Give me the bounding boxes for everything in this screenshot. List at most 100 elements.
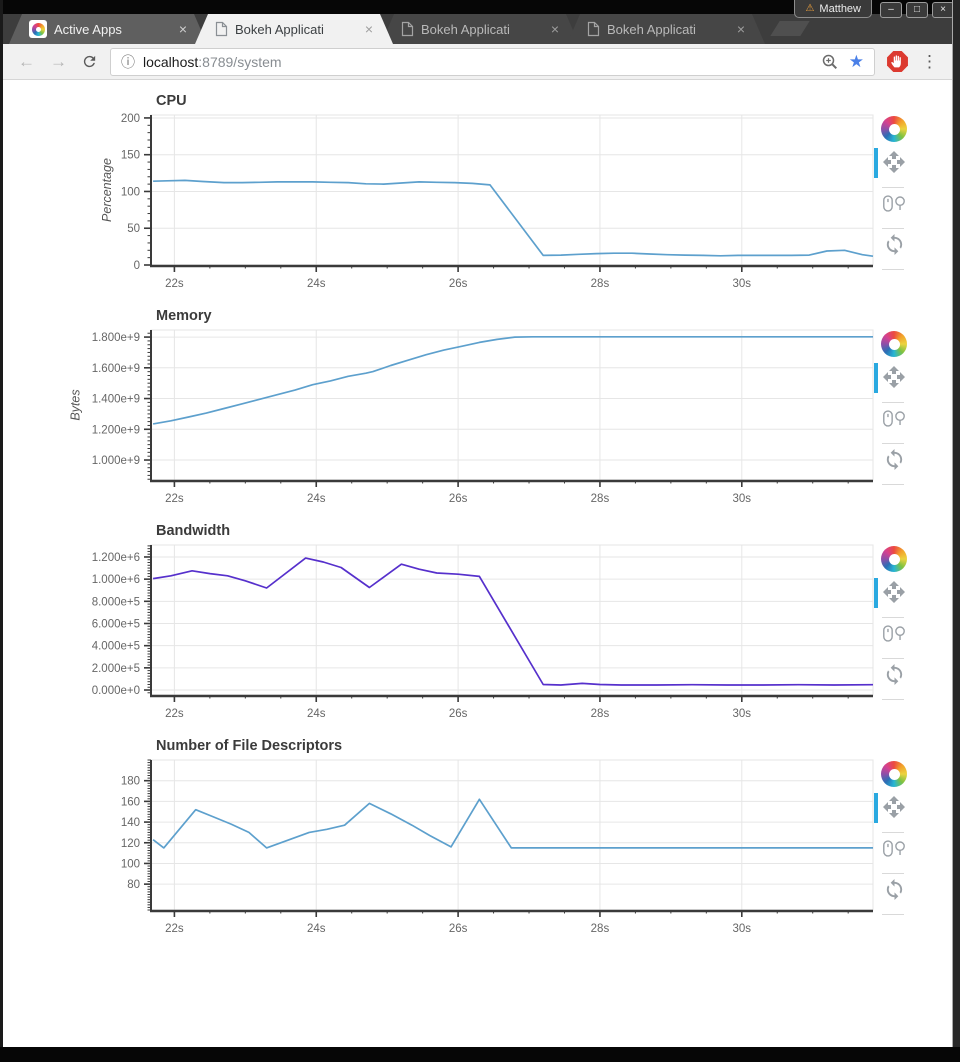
pan-tool-button[interactable] [874, 793, 907, 823]
x-tick-label: 24s [307, 278, 326, 290]
refresh-icon[interactable] [81, 53, 98, 70]
bandwidth-chart[interactable]: 0.000e+0 2.000e+5 4.000e+5 6.000e+5 8.000e+5… [3, 515, 949, 723]
profile-button[interactable]: ⚠ Matthew [794, 0, 872, 18]
plot-frame [150, 759, 874, 911]
reset-tool-button[interactable] [881, 878, 907, 901]
y-tick-label: 1.800e+9 [92, 332, 140, 344]
bokeh-page: 0 50 100 150 200 22s 24s 26s 28s 30s CPU Percentage [3, 80, 952, 1047]
bokeh-logo[interactable] [881, 331, 907, 357]
y-tick-label: 0 [134, 260, 140, 272]
x-tick-label: 26s [449, 493, 468, 505]
tab-active-apps[interactable]: Active Apps × [9, 14, 207, 44]
tab-bokeh-application-3[interactable]: Bokeh Applicati × [567, 14, 765, 44]
adblock-extension-icon[interactable] [886, 50, 909, 73]
bokeh-logo[interactable] [881, 116, 907, 142]
minimize-button[interactable]: – [880, 2, 902, 18]
zoom-icon[interactable] [821, 53, 839, 71]
tab-bokeh-application-2[interactable]: Bokeh Applicati × [381, 14, 579, 44]
close-button[interactable]: × [932, 2, 954, 18]
menu-icon[interactable]: ⋮ [921, 51, 938, 71]
y-tick-label: 8.000e+5 [92, 596, 140, 608]
wheel-zoom-tool-button[interactable] [881, 193, 907, 214]
pan-icon [883, 796, 905, 818]
url-host: localhost [143, 53, 199, 70]
wheel-zoom-tool-button[interactable] [881, 408, 907, 429]
wheel-zoom-icon [883, 195, 905, 212]
pan-tool-button[interactable] [874, 363, 907, 393]
x-tick-label: 22s [165, 493, 184, 505]
x-tick-label: 28s [591, 493, 610, 505]
pan-tool-button[interactable] [874, 148, 907, 178]
tab-close-icon[interactable]: × [736, 21, 745, 37]
chart-title: Memory [156, 308, 212, 324]
chart-title: CPU [156, 93, 187, 109]
x-tick-label: 28s [591, 278, 610, 290]
forward-icon[interactable]: → [50, 51, 67, 71]
reset-icon [886, 878, 902, 901]
y-tick-label: 180 [121, 776, 140, 788]
y-tick-label: 4.000e+5 [92, 641, 140, 653]
x-tick-label: 26s [449, 923, 468, 935]
navigation-toolbar: ← → ⓘ localhost:8789/system ★ [3, 44, 952, 80]
y-tick-label: 50 [127, 223, 140, 235]
x-tick-label: 22s [165, 278, 184, 290]
wheel-zoom-tool-button[interactable] [881, 838, 907, 859]
y-tick-label: 120 [121, 838, 140, 850]
bookmark-star-icon[interactable]: ★ [848, 52, 864, 71]
toolbar-separator [882, 699, 904, 700]
bandwidth-chart-row: 0.000e+0 2.000e+5 4.000e+5 6.000e+5 8.000e+5… [3, 515, 949, 723]
file-descriptors-line [152, 798, 873, 849]
wheel-zoom-icon [883, 840, 905, 857]
info-icon[interactable]: ⓘ [121, 53, 135, 70]
maximize-button[interactable]: □ [906, 2, 928, 18]
pan-tool-button[interactable] [874, 578, 907, 608]
tab-label: Bokeh Applicati [421, 21, 510, 37]
memory-line [152, 335, 873, 425]
chart-title: Number of File Descriptors [156, 738, 342, 754]
back-icon[interactable]: ← [18, 51, 35, 71]
toolbar-separator [882, 443, 904, 444]
toolbar-separator [882, 873, 904, 874]
address-bar[interactable]: ⓘ localhost:8789/system ★ [110, 47, 875, 76]
bokeh-logo[interactable] [881, 761, 907, 787]
tab-close-icon[interactable]: × [550, 21, 559, 37]
y-axis-label: Bytes [69, 389, 83, 420]
tab-close-icon[interactable]: × [178, 21, 187, 37]
tab-label: Bokeh Applicati [235, 21, 324, 37]
toolbar-separator [882, 484, 904, 485]
y-tick-label: 1.000e+9 [92, 455, 140, 467]
file-descriptors-chart[interactable]: 80 100 120 140 160 180 22s 24s 26s 28s 30s Number o… [3, 730, 949, 938]
memory-chart[interactable]: 1.000e+9 1.200e+9 1.400e+9 1.600e+9 1.800e+9… [3, 300, 949, 508]
y-tick-label: 6.000e+5 [92, 618, 140, 630]
y-tick-label: 150 [121, 150, 140, 162]
cpu-line [153, 179, 874, 258]
warning-icon: ⚠ [805, 2, 815, 14]
x-tick-label: 26s [449, 278, 468, 290]
tab-bokeh-application-1[interactable]: Bokeh Applicati × [195, 14, 393, 44]
reset-tool-button[interactable] [881, 233, 907, 256]
cpu-chart[interactable]: 0 50 100 150 200 22s 24s 26s 28s 30s CPU Percentage [3, 85, 949, 293]
x-tick-label: 30s [733, 923, 752, 935]
x-tick-label: 26s [449, 708, 468, 720]
active-tool-indicator [874, 148, 878, 178]
bokeh-logo[interactable] [881, 546, 907, 572]
tab-label: Active Apps [54, 21, 122, 37]
active-tool-indicator [874, 363, 878, 393]
bandwidth-line [152, 557, 874, 686]
y-tick-label: 200 [121, 113, 140, 125]
pan-icon [883, 151, 905, 173]
reset-tool-button[interactable] [881, 663, 907, 686]
reset-tool-button[interactable] [881, 448, 907, 471]
profile-label: Matthew [819, 2, 861, 15]
new-tab-button[interactable] [770, 21, 810, 36]
y-tick-label: 140 [121, 817, 140, 829]
tab-label: Bokeh Applicati [607, 21, 696, 37]
x-tick-label: 24s [307, 708, 326, 720]
x-tick-label: 30s [733, 278, 752, 290]
wheel-zoom-tool-button[interactable] [881, 623, 907, 644]
tab-close-icon[interactable]: × [364, 21, 373, 37]
x-tick-label: 22s [165, 923, 184, 935]
y-tick-label: 1.400e+9 [92, 394, 140, 406]
x-tick-label: 30s [733, 708, 752, 720]
